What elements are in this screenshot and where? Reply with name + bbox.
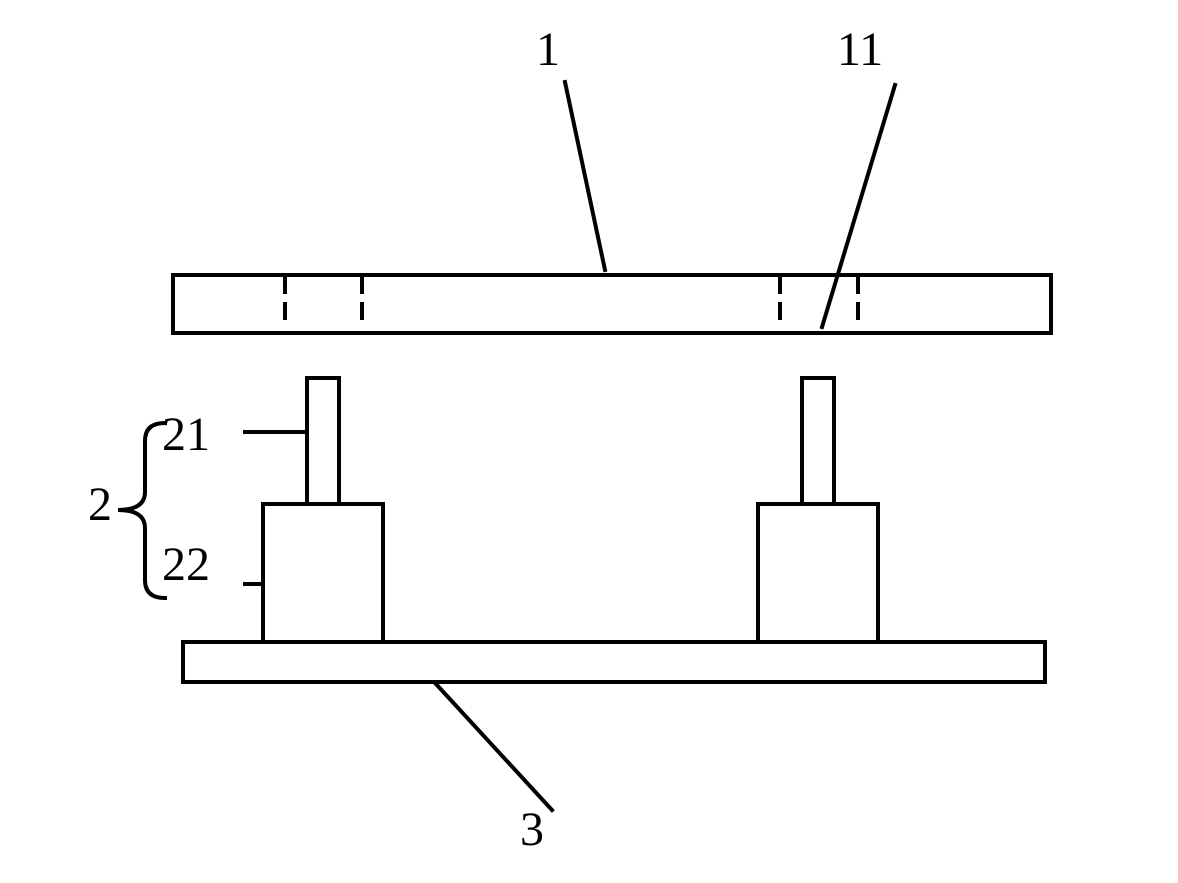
label-twentyone: 21 [162,408,210,461]
bottom-bar [183,642,1045,682]
label-twentytwo: 22 [162,538,210,591]
leader-three [436,684,552,810]
stem-right [802,378,834,504]
block-right [758,504,878,642]
block-left [263,504,383,642]
top-bar [173,275,1051,333]
brace-two [118,423,165,598]
technical-diagram: 111212223 [0,0,1178,883]
label-three: 3 [520,803,544,856]
label-one: 1 [536,23,560,76]
label-eleven: 11 [837,23,883,76]
label-two: 2 [88,478,112,531]
leader-one [565,82,605,270]
stem-left [307,378,339,504]
